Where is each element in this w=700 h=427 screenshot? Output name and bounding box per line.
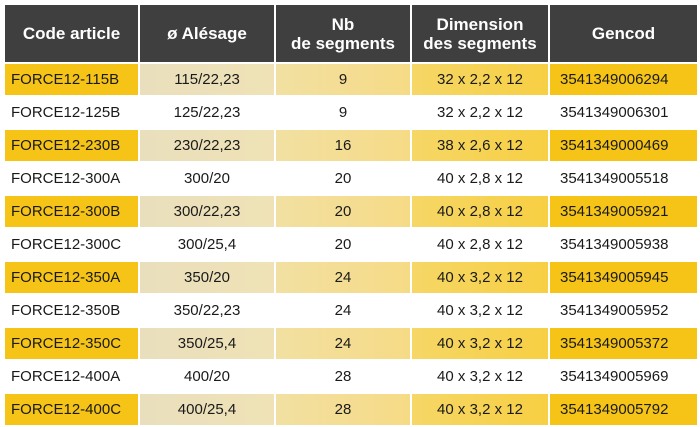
table-row: FORCE12-300C 300/25,4 20 40 x 2,8 x 12 35413… <box>5 229 697 260</box>
cell-code-article: FORCE12-300C <box>5 229 138 260</box>
table-row: FORCE12-125B 125/22,23 9 32 x 2,2 x 12 35413… <box>5 97 697 128</box>
cell-gencod: 3541349005921 <box>550 196 697 227</box>
header-dimension-segments: Dimension des segments <box>412 5 548 62</box>
cell-dimension: 40 x 3,2 x 12 <box>412 328 548 359</box>
header-gencod: Gencod <box>550 5 697 62</box>
table-row: FORCE12-400C 400/25,4 28 40 x 3,2 x 12 35413… <box>5 394 697 425</box>
cell-dimension: 40 x 3,2 x 12 <box>412 295 548 326</box>
cell-code-article: FORCE12-300B <box>5 196 138 227</box>
table-body: FORCE12-115B 115/22,23 9 32 x 2,2 x 12 35413… <box>5 64 697 425</box>
cell-gencod: 3541349006294 <box>550 64 697 95</box>
cell-gencod: 3541349005945 <box>550 262 697 293</box>
header-label-line2: des segments <box>423 33 537 53</box>
table-row: FORCE12-350B 350/22,23 24 40 x 3,2 x 12 3541… <box>5 295 697 326</box>
header-alesage: ø Alésage <box>140 5 274 62</box>
cell-nb-segments: 24 <box>276 295 410 326</box>
cell-nb-segments: 24 <box>276 262 410 293</box>
cell-nb-segments: 24 <box>276 328 410 359</box>
header-label: ø Alésage <box>167 24 247 43</box>
cell-gencod: 3541349005952 <box>550 295 697 326</box>
header-label: Gencod <box>591 24 656 43</box>
cell-dimension: 40 x 2,8 x 12 <box>412 196 548 227</box>
cell-dimension: 40 x 3,2 x 12 <box>412 262 548 293</box>
cell-gencod: 3541349005938 <box>550 229 697 260</box>
cell-alesage: 125/22,23 <box>140 97 274 128</box>
table-row: FORCE12-230B 230/22,23 16 38 x 2,6 x 12 3541… <box>5 130 697 161</box>
cell-alesage: 400/20 <box>140 361 274 392</box>
header-label: Nb <box>331 14 355 34</box>
table-row: FORCE12-300A 300/20 20 40 x 2,8 x 12 3541349… <box>5 163 697 194</box>
cell-nb-segments: 9 <box>276 97 410 128</box>
cell-dimension: 32 x 2,2 x 12 <box>412 97 548 128</box>
cell-code-article: FORCE12-125B <box>5 97 138 128</box>
cell-alesage: 350/22,23 <box>140 295 274 326</box>
cell-code-article: FORCE12-230B <box>5 130 138 161</box>
product-table: Code article ø Alésage Nb de segments Di… <box>3 3 699 427</box>
cell-alesage: 300/20 <box>140 163 274 194</box>
table-row: FORCE12-350A 350/20 24 40 x 3,2 x 12 3541349… <box>5 262 697 293</box>
cell-dimension: 40 x 3,2 x 12 <box>412 361 548 392</box>
cell-nb-segments: 20 <box>276 163 410 194</box>
cell-nb-segments: 20 <box>276 196 410 227</box>
header-label: Code article <box>22 24 121 43</box>
table-row: FORCE12-300B 300/22,23 20 40 x 2,8 x 12 3541… <box>5 196 697 227</box>
header-code-article: Code article <box>5 5 138 62</box>
cell-alesage: 115/22,23 <box>140 64 274 95</box>
cell-code-article: FORCE12-400A <box>5 361 138 392</box>
cell-nb-segments: 28 <box>276 394 410 425</box>
table-row: FORCE12-400A 400/20 28 40 x 3,2 x 12 3541349… <box>5 361 697 392</box>
cell-nb-segments: 20 <box>276 229 410 260</box>
cell-code-article: FORCE12-300A <box>5 163 138 194</box>
cell-alesage: 230/22,23 <box>140 130 274 161</box>
header-nb-segments: Nb de segments <box>276 5 410 62</box>
cell-gencod: 3541349000469 <box>550 130 697 161</box>
table-row: FORCE12-350C 350/25,4 24 40 x 3,2 x 12 35413… <box>5 328 697 359</box>
cell-alesage: 300/22,23 <box>140 196 274 227</box>
cell-gencod: 3541349005792 <box>550 394 697 425</box>
cell-code-article: FORCE12-400C <box>5 394 138 425</box>
cell-dimension: 40 x 2,8 x 12 <box>412 163 548 194</box>
cell-code-article: FORCE12-115B <box>5 64 138 95</box>
cell-code-article: FORCE12-350C <box>5 328 138 359</box>
cell-gencod: 3541349005518 <box>550 163 697 194</box>
table-row: FORCE12-115B 115/22,23 9 32 x 2,2 x 12 35413… <box>5 64 697 95</box>
cell-gencod: 3541349005372 <box>550 328 697 359</box>
cell-alesage: 300/25,4 <box>140 229 274 260</box>
cell-nb-segments: 9 <box>276 64 410 95</box>
header-row: Code article ø Alésage Nb de segments Di… <box>5 5 697 62</box>
cell-dimension: 32 x 2,2 x 12 <box>412 64 548 95</box>
cell-nb-segments: 16 <box>276 130 410 161</box>
cell-code-article: FORCE12-350A <box>5 262 138 293</box>
cell-alesage: 400/25,4 <box>140 394 274 425</box>
header-label-line2: de segments <box>291 33 395 53</box>
cell-dimension: 38 x 2,6 x 12 <box>412 130 548 161</box>
header-label: Dimension <box>436 14 524 34</box>
cell-dimension: 40 x 3,2 x 12 <box>412 394 548 425</box>
cell-code-article: FORCE12-350B <box>5 295 138 326</box>
cell-gencod: 3541349005969 <box>550 361 697 392</box>
cell-alesage: 350/20 <box>140 262 274 293</box>
cell-dimension: 40 x 2,8 x 12 <box>412 229 548 260</box>
cell-nb-segments: 28 <box>276 361 410 392</box>
cell-gencod: 3541349006301 <box>550 97 697 128</box>
cell-alesage: 350/25,4 <box>140 328 274 359</box>
